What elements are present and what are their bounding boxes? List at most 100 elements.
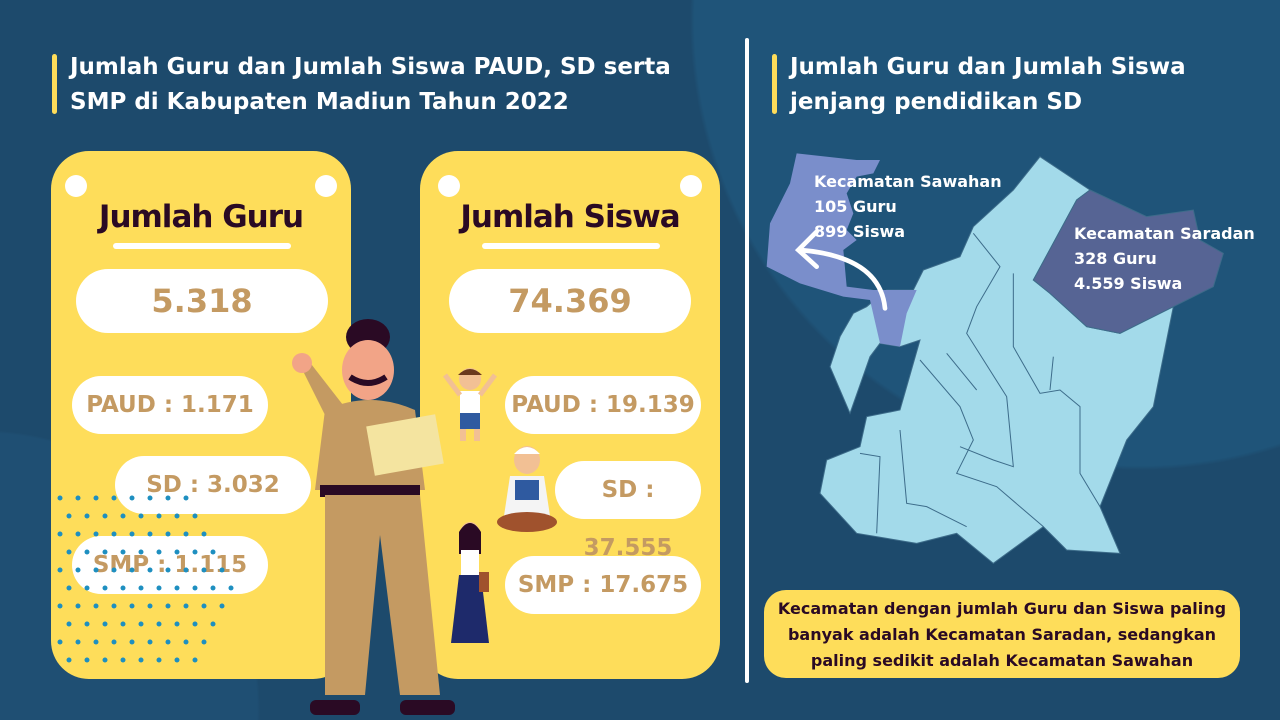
decorative-dot <box>174 513 180 519</box>
decorative-dot <box>156 621 162 627</box>
decorative-dot <box>129 603 135 609</box>
decorative-dot <box>120 513 126 519</box>
left-title-line1: Jumlah Guru dan Jumlah Siswa PAUD, SD se… <box>70 54 671 80</box>
note-line2: banyak adalah Kecamatan Saradan, sedangk… <box>787 625 1217 644</box>
decorative-dot <box>129 567 135 573</box>
saradan-name: Kecamatan Saradan <box>1074 224 1255 243</box>
decorative-dot <box>66 657 72 663</box>
decorative-dot <box>210 621 216 627</box>
card-hole <box>65 175 87 197</box>
decorative-dot <box>102 513 108 519</box>
teacher-illustration <box>292 319 455 715</box>
decorative-dot <box>102 585 108 591</box>
decorative-dot <box>138 621 144 627</box>
decorative-dot <box>129 531 135 537</box>
decorative-dot <box>219 603 225 609</box>
saradan-label: Kecamatan Saradan 328 Guru 4.559 Siswa <box>1074 221 1255 296</box>
madiun-district-map <box>766 153 1224 564</box>
title-underline <box>482 243 660 249</box>
decorative-dot <box>66 585 72 591</box>
decorative-dot <box>192 513 198 519</box>
decorative-dot <box>84 585 90 591</box>
note-line3: paling sedikit adalah Kecamatan Sawahan <box>810 651 1194 670</box>
map-sawahan-arrow <box>797 247 888 311</box>
decorative-dot <box>129 639 135 645</box>
decorative-dot <box>219 567 225 573</box>
decorative-dot <box>75 603 81 609</box>
decorative-dot <box>201 603 207 609</box>
saradan-guru: 328 Guru <box>1074 249 1157 268</box>
decorative-dot <box>192 657 198 663</box>
note-line1: Kecamatan dengan jumlah Guru dan Siswa p… <box>777 599 1227 618</box>
left-title-line2: SMP di Kabupaten Madiun Tahun 2022 <box>70 89 569 115</box>
right-title-line1: Jumlah Guru dan Jumlah Siswa <box>790 54 1186 80</box>
decorative-dot <box>93 639 99 645</box>
decorative-dot <box>165 639 171 645</box>
decorative-dot <box>111 603 117 609</box>
decorative-dot <box>111 567 117 573</box>
decorative-dot <box>183 639 189 645</box>
card-hole <box>680 175 702 197</box>
decorative-dot <box>138 657 144 663</box>
decorative-dot <box>75 495 81 501</box>
student-boy-illustration <box>443 368 497 441</box>
decorative-dot <box>147 603 153 609</box>
decorative-dot <box>183 603 189 609</box>
saradan-siswa: 4.559 Siswa <box>1074 274 1183 293</box>
decorative-dot <box>156 585 162 591</box>
guru-card-title: Jumlah Guru <box>98 199 304 235</box>
right-title-line2: jenjang pendidikan SD <box>790 89 1083 115</box>
student-reading-illustration <box>497 446 557 532</box>
card-hole <box>438 175 460 197</box>
decorative-dot <box>138 549 144 555</box>
decorative-dot <box>228 585 234 591</box>
card-hole <box>315 175 337 197</box>
decorative-dot <box>192 549 198 555</box>
decorative-dot <box>147 531 153 537</box>
guru-card: Jumlah Guru 5.318 PAUD : 1.171 SD : 3.03… <box>51 151 351 679</box>
decorative-dot <box>138 585 144 591</box>
guru-paud: PAUD : 1.171 <box>72 376 268 434</box>
decorative-dot <box>66 513 72 519</box>
decorative-dot <box>120 657 126 663</box>
section-divider <box>745 38 749 683</box>
title-underline <box>113 243 291 249</box>
siswa-sd: SD : 37.555 <box>555 461 701 561</box>
decorative-dot <box>102 549 108 555</box>
decorative-dot <box>201 639 207 645</box>
sawahan-name: Kecamatan Sawahan <box>814 172 1002 191</box>
decorative-dot <box>102 621 108 627</box>
decorative-dot <box>147 495 153 501</box>
decorative-dot <box>174 621 180 627</box>
decorative-dot <box>84 549 90 555</box>
siswa-card-title: Jumlah Siswa <box>460 199 680 235</box>
right-title: Jumlah Guru dan Jumlah Siswa jenjang pen… <box>772 50 1186 120</box>
decorative-dot <box>57 567 63 573</box>
left-title: Jumlah Guru dan Jumlah Siswa PAUD, SD se… <box>52 50 671 120</box>
decorative-dot <box>183 495 189 501</box>
decorative-dot <box>156 513 162 519</box>
decorative-dot <box>174 549 180 555</box>
decorative-dot <box>120 621 126 627</box>
decorative-dot <box>183 567 189 573</box>
decorative-dot <box>129 495 135 501</box>
decorative-dot <box>192 585 198 591</box>
decorative-dot <box>93 603 99 609</box>
decorative-dot <box>111 531 117 537</box>
siswa-smp: SMP : 17.675 <box>505 556 701 614</box>
decorative-dot <box>165 531 171 537</box>
decorative-dot <box>66 621 72 627</box>
map-region-saradan <box>1032 189 1224 334</box>
decorative-dot <box>165 603 171 609</box>
decorative-dots <box>57 495 234 663</box>
decorative-dot <box>57 531 63 537</box>
decorative-dot <box>201 567 207 573</box>
conclusion-note: Kecamatan dengan jumlah Guru dan Siswa p… <box>764 590 1240 678</box>
decorative-dot <box>165 567 171 573</box>
decorative-dot <box>201 531 207 537</box>
decorative-dot <box>57 495 63 501</box>
decorative-dot <box>75 531 81 537</box>
decorative-dot <box>174 657 180 663</box>
decorative-dot <box>57 639 63 645</box>
sawahan-siswa: 899 Siswa <box>814 222 906 241</box>
